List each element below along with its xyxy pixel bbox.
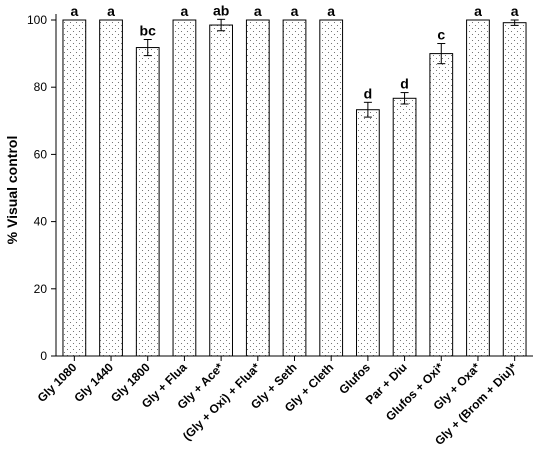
bar	[392, 97, 417, 357]
bar	[466, 19, 490, 357]
bar	[135, 47, 160, 357]
significance-label: a	[327, 3, 335, 19]
y-tick-label: 100	[27, 13, 47, 27]
y-axis-title: % Visual control	[4, 136, 20, 245]
significance-label: c	[437, 27, 445, 43]
y-tick-label: 0	[40, 349, 47, 363]
significance-label: d	[364, 85, 373, 101]
significance-label: ab	[213, 2, 229, 18]
significance-label: a	[474, 3, 482, 19]
significance-label: a	[107, 3, 115, 19]
y-tick-label: 20	[34, 282, 48, 296]
significance-labels-group: a a bc a ab a a a d d c a a	[70, 2, 518, 101]
x-category-label: Gly 1080	[35, 360, 80, 405]
bar	[319, 19, 344, 357]
significance-label: d	[400, 76, 409, 92]
bar	[62, 19, 87, 357]
bar	[209, 24, 233, 357]
significance-label: a	[511, 3, 519, 19]
y-tick-label: 80	[34, 80, 48, 94]
error-bars-group	[143, 18, 519, 118]
bar	[356, 109, 380, 357]
bar	[282, 19, 307, 357]
bar	[429, 53, 454, 357]
y-tick-label: 60	[34, 147, 48, 161]
bar	[502, 22, 527, 357]
bar	[172, 19, 197, 357]
y-tick-label: 40	[34, 215, 48, 229]
bar	[245, 19, 270, 357]
significance-label: a	[70, 3, 78, 19]
significance-label: a	[254, 3, 262, 19]
bar	[99, 19, 123, 357]
y-axis: 0 20 40 60 80 100	[27, 13, 57, 363]
x-category-label: Gly 1440	[71, 360, 116, 405]
significance-label: a	[181, 3, 189, 19]
significance-label: bc	[140, 22, 157, 38]
bars-group	[62, 19, 527, 357]
significance-label: a	[291, 3, 299, 19]
